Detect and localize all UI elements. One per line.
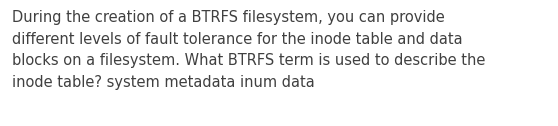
Text: During the creation of a BTRFS filesystem, you can provide
different levels of f: During the creation of a BTRFS filesyste…: [12, 10, 485, 90]
